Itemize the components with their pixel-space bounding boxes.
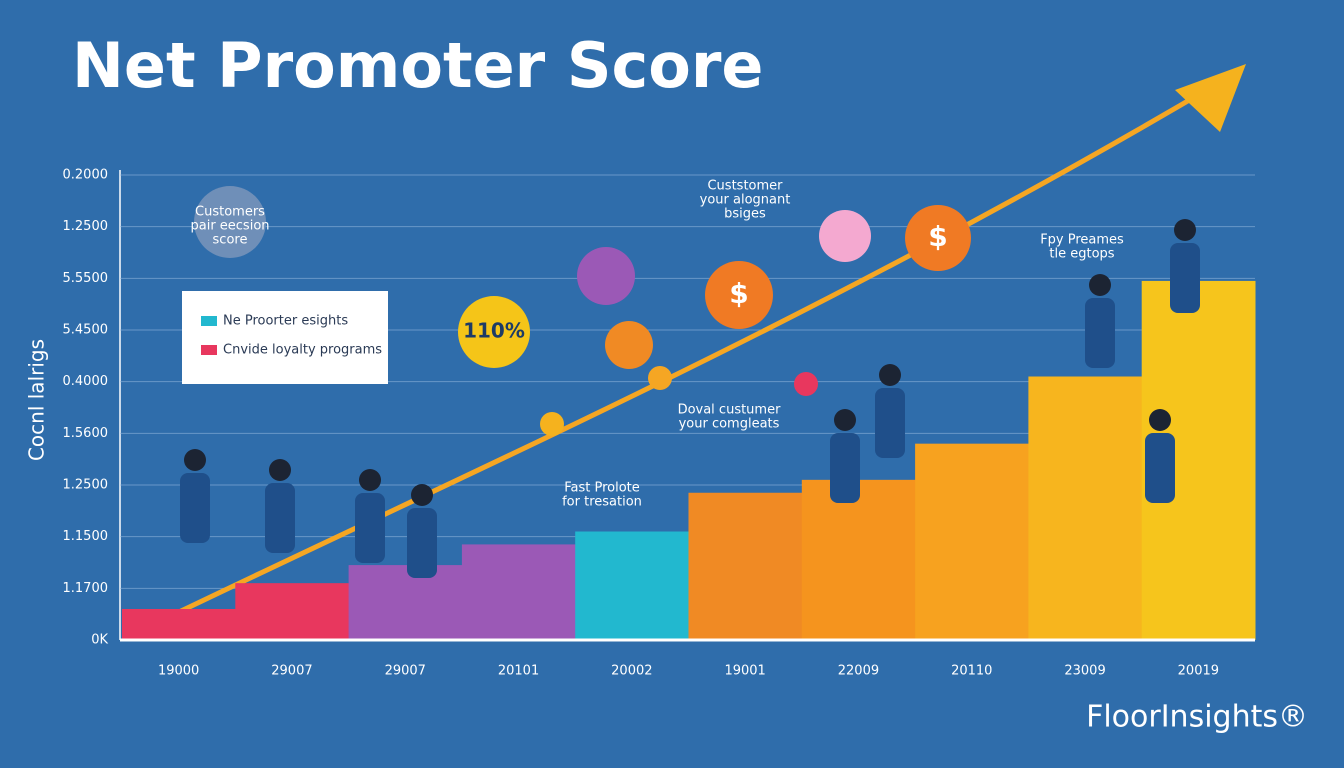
chart-title: Net Promoter Score: [72, 29, 763, 102]
bar: [801, 479, 916, 640]
annotation-bubble: [194, 186, 266, 258]
y-tick-label: 0.2000: [63, 168, 109, 183]
person-body: [1170, 243, 1200, 313]
annotation: score: [213, 233, 248, 248]
y-tick-label: 0K: [91, 633, 108, 648]
person-head: [184, 449, 206, 471]
bar: [235, 583, 350, 640]
person-body: [265, 483, 295, 553]
legend-label: Ne Proorter esights: [223, 314, 348, 329]
y-tick-label: 1.1500: [63, 529, 109, 544]
dollar-symbol: $: [729, 277, 748, 310]
y-tick-label: 1.2500: [63, 219, 109, 234]
annotation: Fpy Preames: [1040, 233, 1124, 248]
annotation: bsiges: [724, 207, 766, 222]
x-tick-label: 19000: [158, 664, 199, 679]
person-body: [830, 433, 860, 503]
x-tick-label: 20002: [611, 664, 652, 679]
bar: [1028, 376, 1143, 640]
person-head: [1174, 219, 1196, 241]
x-tick-label: 29007: [271, 664, 312, 679]
trend-arrow: [123, 82, 1217, 641]
x-tick-label: 22009: [838, 664, 879, 679]
bar: [348, 565, 463, 640]
annotation: your alognant: [700, 193, 791, 208]
person-body: [355, 493, 385, 563]
annotation: Customers: [195, 205, 265, 220]
bar: [461, 544, 576, 640]
badge: 110%: [463, 319, 525, 343]
legend-box: [182, 291, 388, 384]
dollar-icon: [705, 261, 773, 329]
annotation: for tresation: [562, 495, 642, 510]
person-body: [180, 473, 210, 543]
annotation: your comgleats: [679, 417, 780, 432]
person-head: [1149, 409, 1171, 431]
legend-label: Cnvide loyalty programs: [223, 343, 382, 358]
x-tick-label: 29007: [385, 664, 426, 679]
icon: [540, 412, 564, 436]
person-head: [834, 409, 856, 431]
x-tick-label: 19001: [724, 664, 765, 679]
bar: [915, 443, 1029, 640]
x-tick-label: 20110: [951, 664, 992, 679]
y-tick-label: 5.5500: [63, 271, 109, 286]
badge-circle: [458, 296, 530, 368]
y-tick-label: 1.2500: [63, 478, 109, 493]
icon: [605, 321, 653, 369]
dollar-icon: [905, 205, 971, 271]
x-tick-label: 20101: [498, 664, 539, 679]
y-tick-label: 5.4500: [63, 323, 109, 338]
person-body: [407, 508, 437, 578]
person-body: [875, 388, 905, 458]
annotation: Doval custumer: [678, 403, 782, 418]
y-tick-label: 0.4000: [63, 374, 109, 389]
bar: [575, 531, 689, 640]
person-body: [1145, 433, 1175, 503]
y-tick-label: 1.5600: [63, 426, 109, 441]
annotation: Fast Prolote: [564, 481, 640, 496]
legend-swatch: [201, 316, 217, 326]
bar: [122, 609, 236, 640]
y-axis-label: Cocnl lalrigs: [25, 339, 49, 461]
person-head: [269, 459, 291, 481]
person-head: [411, 484, 433, 506]
person-head: [1089, 274, 1111, 296]
y-tick-label: 1.1700: [63, 581, 109, 596]
legend-swatch: [201, 345, 217, 355]
annotation: pair eecsion: [190, 219, 269, 234]
x-tick-label: 23009: [1064, 664, 1105, 679]
annotation: tle egtops: [1049, 247, 1114, 262]
person-head: [359, 469, 381, 491]
annotation: Custstomer: [707, 179, 783, 194]
person-head: [879, 364, 901, 386]
dollar-symbol: $: [928, 220, 947, 253]
icon: [577, 247, 635, 305]
icon: [648, 366, 672, 390]
person-body: [1085, 298, 1115, 368]
brand: FloorInsights®: [1086, 700, 1308, 735]
icon: [819, 210, 871, 262]
bar: [688, 492, 803, 640]
x-tick-label: 20019: [1178, 664, 1219, 679]
arrow-head: [1175, 64, 1246, 132]
icon: [794, 372, 818, 396]
